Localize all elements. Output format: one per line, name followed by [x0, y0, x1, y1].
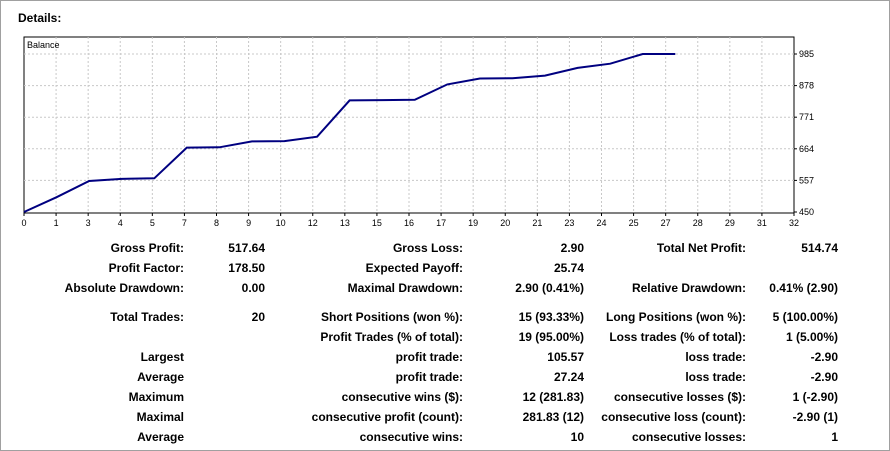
- max-consecutive-wins-label: consecutive wins ($):: [341, 390, 463, 404]
- x-tick-label: 19: [468, 218, 478, 228]
- x-tick-label: 4: [118, 218, 123, 228]
- average-consecutive-wins-value: 10: [570, 430, 584, 444]
- total-net-profit-label: Total Net Profit:: [656, 241, 746, 255]
- x-tick-label: 7: [182, 218, 187, 228]
- maximal-drawdown-label: Maximal Drawdown:: [347, 281, 463, 295]
- average-loss-trade-label: loss trade:: [685, 370, 746, 384]
- loss-trades-value: 1 (5.00%): [785, 330, 838, 344]
- largest-profit-trade-value: 105.57: [547, 350, 584, 364]
- largest-label: Largest: [140, 350, 184, 364]
- maximal-consecutive-profit-label: consecutive profit (count):: [311, 410, 463, 424]
- chart-grid: [24, 37, 794, 213]
- x-tick-label: 28: [693, 218, 703, 228]
- x-tick-label: 32: [789, 218, 799, 228]
- average-consecutive-losses-value: 1: [831, 430, 838, 444]
- x-tick-label: 8: [214, 218, 219, 228]
- y-tick-label: 664: [799, 144, 814, 154]
- maximal-label: Maximal: [136, 410, 184, 424]
- total-trades-label: Total Trades:: [110, 310, 184, 324]
- x-tick-label: 23: [564, 218, 574, 228]
- max-consecutive-wins-value: 12 (281.83): [522, 390, 584, 404]
- short-positions-label: Short Positions (won %):: [321, 310, 463, 324]
- y-tick-label: 985: [799, 49, 814, 59]
- total-net-profit-value: 514.74: [801, 241, 838, 255]
- x-tick-label: 20: [500, 218, 510, 228]
- profit-factor-value: 178.50: [228, 261, 265, 275]
- average-consecutive-label: Average: [137, 430, 184, 444]
- average-label: Average: [137, 370, 184, 384]
- x-tick-label: 15: [372, 218, 382, 228]
- long-positions-value: 5 (100.00%): [772, 310, 838, 324]
- x-tick-label: 5: [150, 218, 155, 228]
- x-tick-label: 0: [21, 218, 26, 228]
- largest-profit-trade-label: profit trade:: [395, 350, 463, 364]
- details-title: Details:: [18, 11, 62, 25]
- x-tick-label: 10: [276, 218, 286, 228]
- gross-loss-value: 2.90: [560, 241, 584, 255]
- average-consecutive-losses-label: consecutive losses:: [631, 430, 746, 444]
- x-tick-label: 3: [86, 218, 91, 228]
- y-tick-label: 771: [799, 112, 814, 122]
- x-tick-label: 25: [629, 218, 639, 228]
- balance-chart: 0 1 3 4 5 7 8 9 10 12 13 15 16 17 19 20 21 23 24 25 27 28 29 31…: [21, 36, 814, 228]
- maximum-label: Maximum: [128, 390, 184, 404]
- x-axis-labels: 0 1 3 4 5 7 8 9 10 12 13 15 16 17 19 20 21 23 24 25 27 28 29 31…: [21, 218, 799, 228]
- relative-drawdown-label: Relative Drawdown:: [631, 281, 746, 295]
- profit-trades-value: 19 (95.00%): [518, 330, 584, 344]
- x-tick-label: 12: [308, 218, 318, 228]
- expected-payoff-value: 25.74: [553, 261, 584, 275]
- x-tick-label: 1: [54, 218, 59, 228]
- x-tick-label: 31: [757, 218, 767, 228]
- relative-drawdown-value: 0.41% (2.90): [769, 281, 838, 295]
- gross-profit-label: Gross Profit:: [110, 241, 184, 255]
- gross-loss-label: Gross Loss:: [392, 241, 463, 255]
- absolute-drawdown-label: Absolute Drawdown:: [64, 281, 184, 295]
- x-tick-label: 9: [246, 218, 251, 228]
- profit-trades-label: Profit Trades (% of total):: [320, 330, 463, 344]
- average-loss-trade-value: -2.90: [810, 370, 838, 384]
- balance-series-line: [23, 53, 676, 213]
- largest-loss-trade-label: loss trade:: [685, 350, 746, 364]
- short-positions-value: 15 (93.33%): [518, 310, 584, 324]
- loss-trades-label: Loss trades (% of total):: [609, 330, 746, 344]
- x-tick-label: 17: [436, 218, 446, 228]
- x-tick-label: 29: [725, 218, 735, 228]
- absolute-drawdown-value: 0.00: [241, 281, 265, 295]
- x-tick-label: 21: [532, 218, 542, 228]
- total-trades-value: 20: [251, 310, 265, 324]
- y-tick-label: 450: [799, 207, 814, 217]
- maximal-drawdown-value: 2.90 (0.41%): [515, 281, 584, 295]
- average-consecutive-wins-label: consecutive wins:: [359, 430, 463, 444]
- y-tick-label: 557: [799, 175, 814, 185]
- profit-factor-label: Profit Factor:: [108, 261, 184, 275]
- max-consecutive-losses-value: 1 (-2.90): [792, 390, 838, 404]
- long-positions-label: Long Positions (won %):: [606, 310, 746, 324]
- expected-payoff-label: Expected Payoff:: [365, 261, 463, 275]
- x-tick-label: 24: [596, 218, 606, 228]
- average-profit-trade-label: profit trade:: [395, 370, 463, 384]
- chart-title: Balance: [27, 40, 60, 50]
- maximal-consecutive-loss-value: -2.90 (1): [792, 410, 838, 424]
- x-tick-label: 16: [404, 218, 414, 228]
- y-axis-labels: 985 878 771 664 557 450: [799, 49, 814, 217]
- largest-loss-trade-value: -2.90: [810, 350, 838, 364]
- chart-ticks: [23, 53, 797, 216]
- x-tick-label: 27: [661, 218, 671, 228]
- average-profit-trade-value: 27.24: [553, 370, 584, 384]
- maximal-consecutive-loss-label: consecutive loss (count):: [601, 410, 746, 424]
- y-tick-label: 878: [799, 81, 814, 91]
- gross-profit-value: 517.64: [228, 241, 265, 255]
- max-consecutive-losses-label: consecutive losses ($):: [613, 390, 746, 404]
- maximal-consecutive-profit-value: 281.83 (12): [522, 410, 584, 424]
- x-tick-label: 13: [340, 218, 350, 228]
